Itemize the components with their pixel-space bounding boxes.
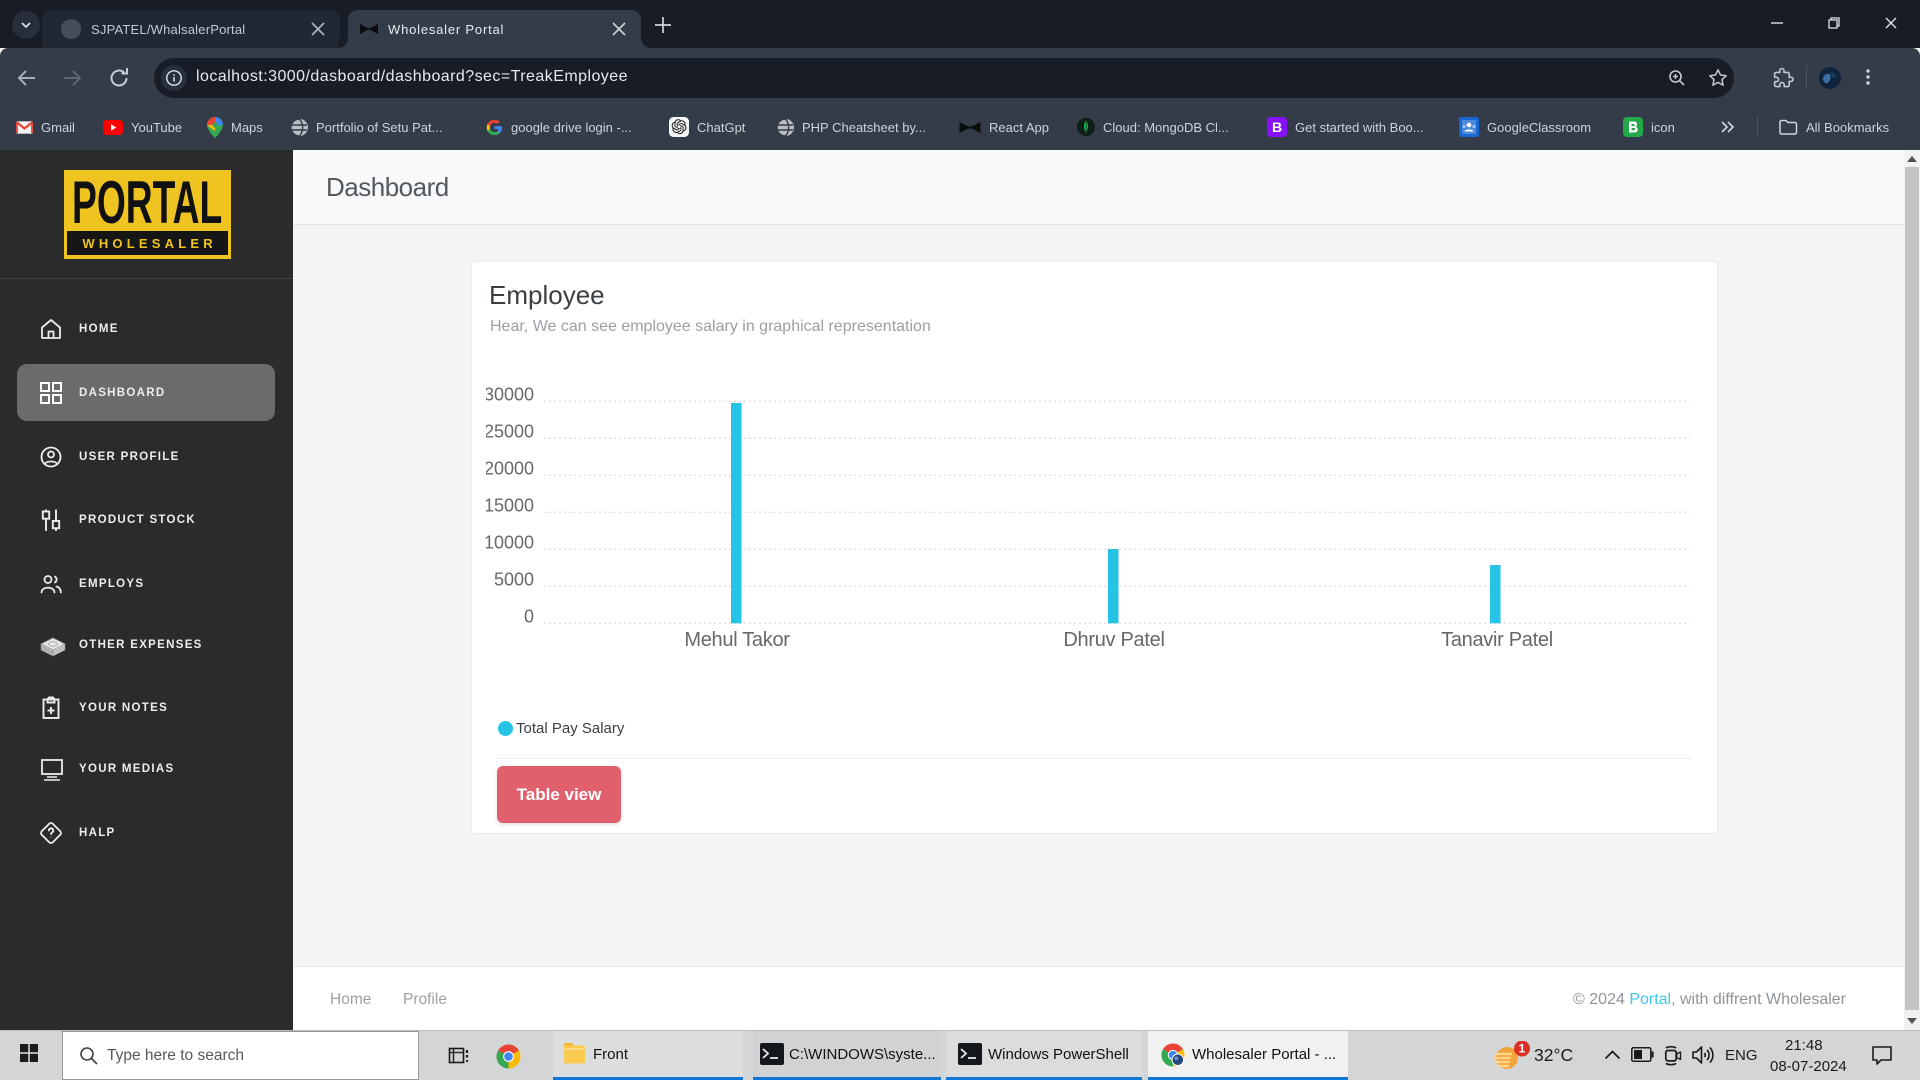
svg-text:10000: 10000 — [486, 533, 534, 553]
svg-text:5000: 5000 — [494, 570, 534, 590]
svg-text:Tanavir Patel: Tanavir Patel — [1441, 629, 1553, 651]
svg-text:0: 0 — [524, 607, 534, 627]
svg-text:30000: 30000 — [486, 385, 534, 405]
svg-text:1: 1 — [1519, 1042, 1526, 1056]
svg-text:B: B — [1272, 119, 1282, 135]
svg-text:20000: 20000 — [486, 459, 534, 479]
svg-text:Dhruv Patel: Dhruv Patel — [1063, 629, 1164, 651]
svg-text:15000: 15000 — [486, 496, 534, 516]
svg-text:Mehul Takor: Mehul Takor — [684, 629, 790, 651]
svg-text:25000: 25000 — [486, 422, 534, 442]
